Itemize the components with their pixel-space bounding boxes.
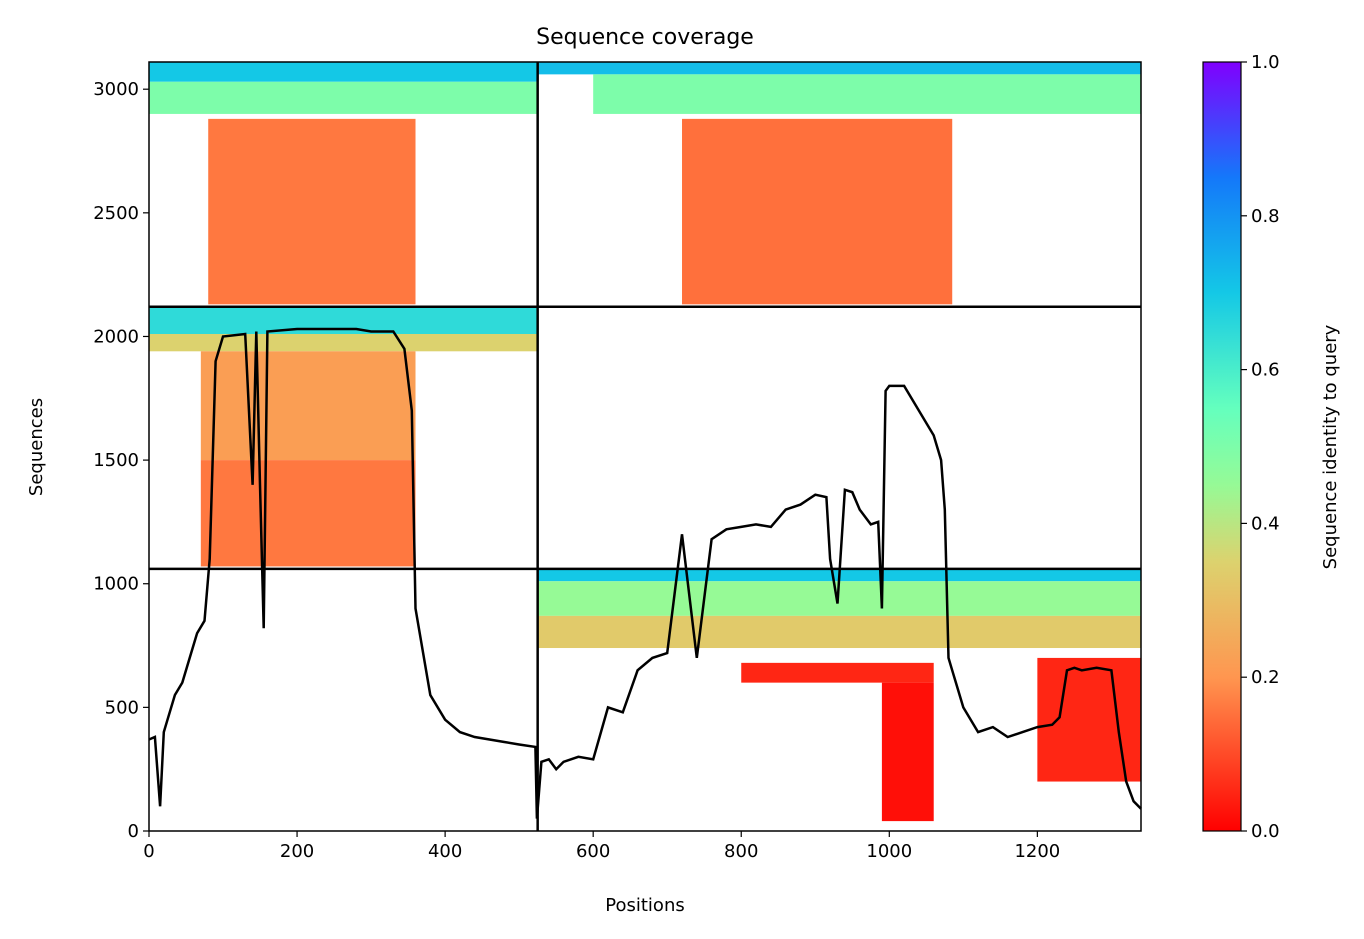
chart-title: Sequence coverage — [536, 25, 754, 50]
colorbar-tick-label-0.2: 0.2 — [1251, 667, 1280, 688]
coverage-band-3-2 — [537, 615, 1141, 649]
y-axis-label: Sequences — [26, 398, 47, 496]
x-tick-label-1200: 1200 — [1014, 841, 1060, 862]
coverage-band-1-2 — [682, 118, 953, 305]
plot-frame — [148, 61, 1142, 832]
y-tick-label-2500: 2500 — [93, 203, 139, 224]
colorbar-tick-label-0.8: 0.8 — [1251, 206, 1280, 227]
coverage-line-0 — [148, 327, 1142, 819]
coverage-band-2-3 — [200, 460, 416, 567]
x-tick-label-0: 0 — [143, 841, 154, 862]
colorbar-gradient — [1202, 61, 1242, 832]
y-tick-label-0: 0 — [128, 821, 139, 842]
coverage-band-0-0 — [149, 62, 538, 82]
y-tick-label-1500: 1500 — [93, 450, 139, 471]
colorbar-tick-label-0.6: 0.6 — [1251, 360, 1280, 381]
x-tick-label-600: 600 — [576, 841, 610, 862]
y-tick-label-500: 500 — [105, 697, 139, 718]
coverage-band-3-5 — [1037, 657, 1141, 782]
colorbar: 0.0 0.2 0.4 0.6 0.8 1.0 — [1202, 52, 1280, 842]
axes: 0 200 400 600 800 1000 1200 0 500 1000 1500 2000 250… — [93, 61, 1142, 862]
coverage-band-0-2 — [208, 118, 416, 305]
y-tick-label-3000: 3000 — [93, 79, 139, 100]
colorbar-tick-label-0.4: 0.4 — [1251, 513, 1280, 534]
x-tick-label-200: 200 — [280, 841, 314, 862]
x-tick-label-800: 800 — [724, 841, 758, 862]
coverage-band-3-3 — [741, 662, 934, 683]
x-axis-label: Positions — [605, 895, 684, 916]
x-tick-label-1000: 1000 — [866, 841, 912, 862]
coverage-band-0-1 — [149, 81, 538, 114]
colorbar-tick-label-1.0: 1.0 — [1251, 52, 1280, 73]
coverage-band-1-0 — [537, 62, 1141, 75]
coverage-band-1-1 — [593, 74, 1141, 114]
coverage-band-3-4 — [881, 682, 934, 822]
plot-area — [148, 62, 1142, 831]
coverage-band-2-2 — [200, 351, 416, 461]
coverage-band-2-1 — [149, 333, 538, 352]
y-tick-label-1000: 1000 — [93, 574, 139, 595]
colorbar-label: Sequence identity to query — [1320, 324, 1341, 569]
colorbar-tick-label-0.0: 0.0 — [1251, 821, 1280, 842]
x-tick-label-400: 400 — [428, 841, 462, 862]
y-tick-label-2000: 2000 — [93, 326, 139, 347]
